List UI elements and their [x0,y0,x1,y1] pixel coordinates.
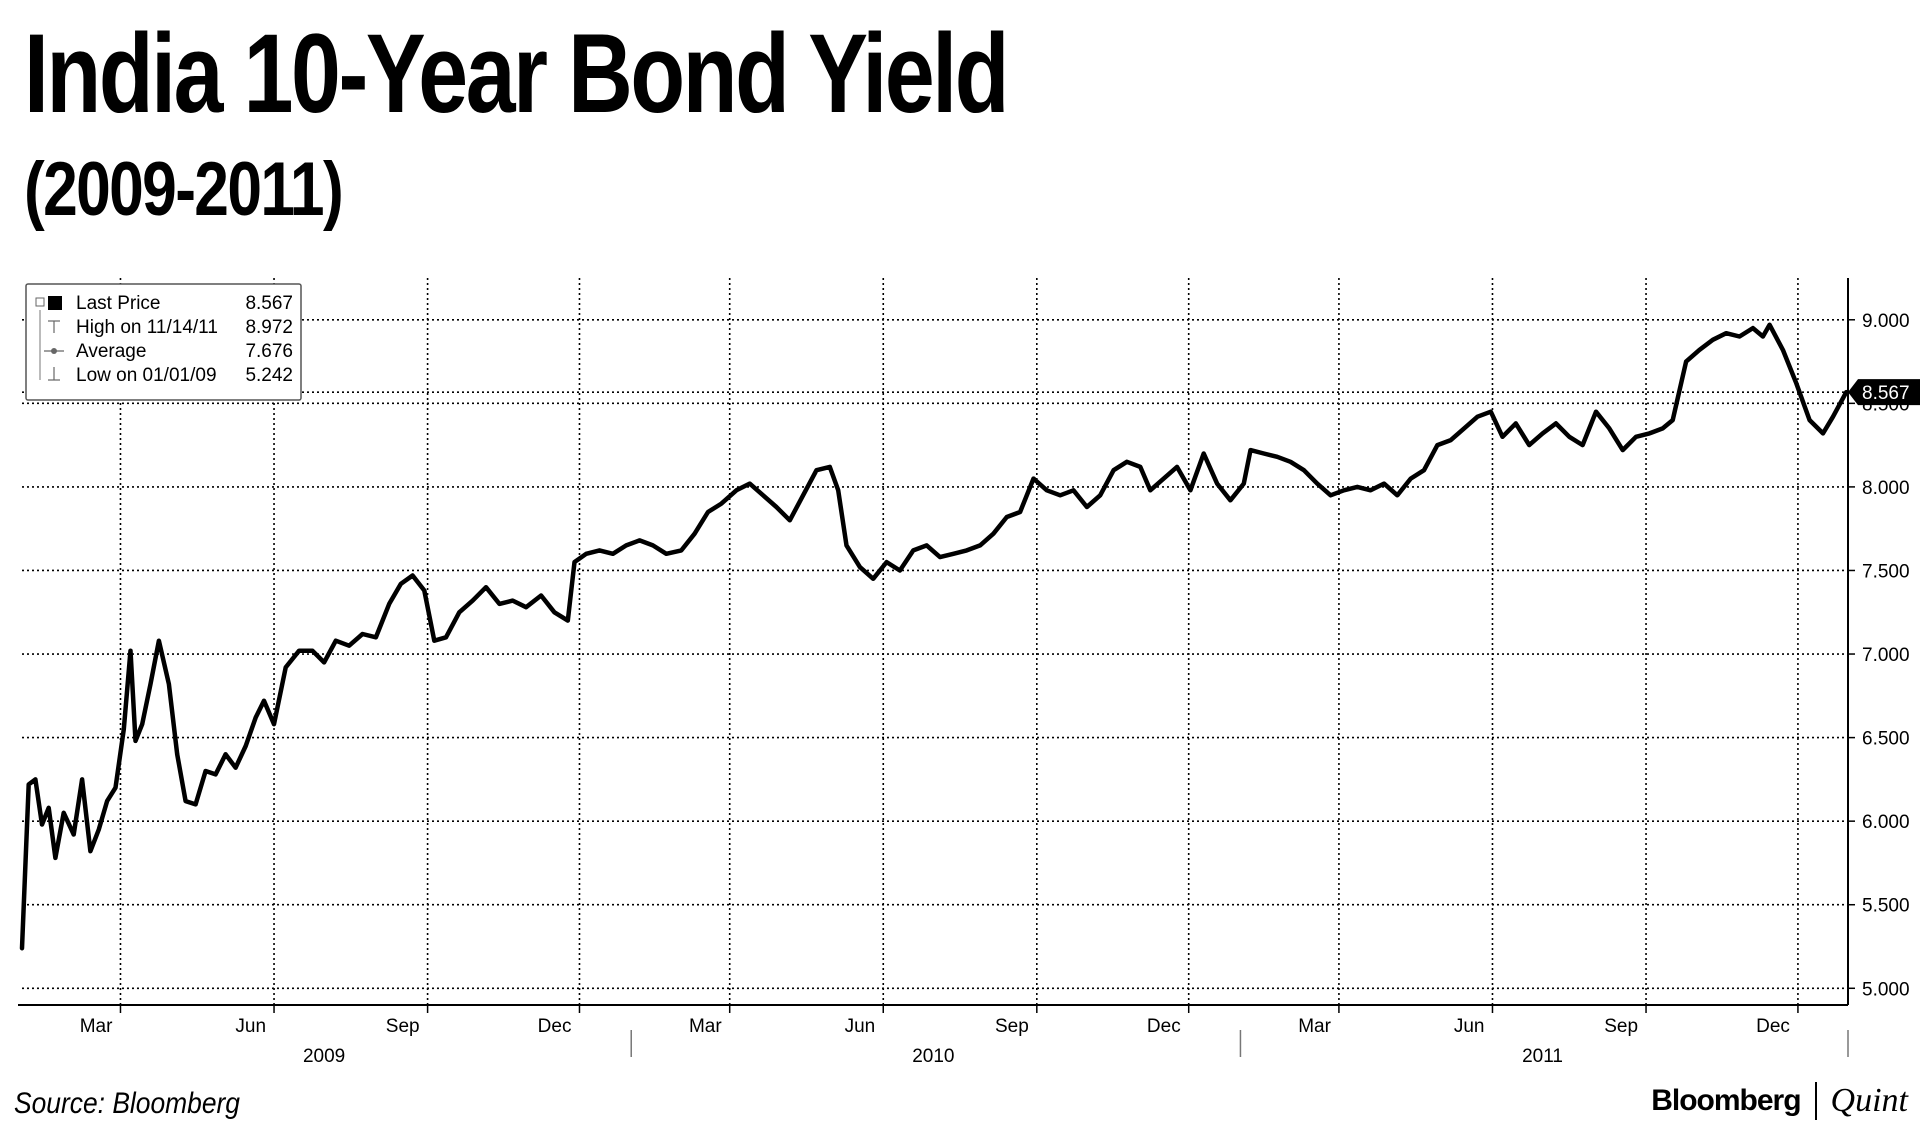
last-price-tag-group: 8.567 [1848,379,1920,406]
y-tick-label: 9.000 [1862,311,1910,332]
x-tick-label: Sep [995,1016,1029,1037]
legend-entry-value: 8.567 [245,293,293,314]
y-tick-label: 6.000 [1862,812,1910,833]
series-layer [19,322,1849,951]
x-tick-label: Jun [845,1016,876,1037]
x-tick-label: Jun [1454,1016,1485,1037]
legend-box [25,283,302,401]
legend-entry-value: 8.972 [245,317,293,338]
x-tick-label: Mar [80,1016,113,1037]
x-tick-label: Dec [1147,1016,1181,1037]
x-tick-label: Sep [1604,1016,1638,1037]
legend-entry-value: 5.242 [245,365,293,386]
y-tick-label: 5.500 [1862,896,1910,917]
brand-quint: Quint [1830,1082,1908,1119]
last-price-tag-label: 8.567 [1862,383,1910,404]
axes [18,278,1849,1006]
x-tick-label: Sep [386,1016,420,1037]
brand-logo: Bloomberg Quint [1651,1082,1908,1120]
y-axis-ticks: 5.0005.5006.0006.5007.0007.5008.0008.500… [1848,311,1910,1000]
year-label: 2010 [912,1046,954,1067]
chart-title: India 10-Year Bond Yield [24,11,1009,136]
average-marker-dot [51,348,57,354]
x-tick-label: Dec [538,1016,572,1037]
legend: Last Price 8.567 High on 11/14/11 8.972 Aver… [25,283,302,401]
source-note: Source: Bloomberg [14,1087,240,1120]
legend-entry-label: Average [76,341,146,362]
brand-bloomberg: Bloomberg [1651,1084,1801,1117]
x-tick-label: Mar [689,1016,722,1037]
legend-entry-label: Last Price [76,293,160,314]
yield-line [19,322,1849,951]
brand-divider [1814,1082,1817,1120]
year-label: 2009 [303,1046,345,1067]
y-tick-label: 6.500 [1862,729,1910,750]
legend-expand-icon [35,297,45,307]
x-axis-ticks: Mar Jun Sep Dec Mar Jun Sep Dec Mar Jun Sep Dec 2009… [80,1005,1849,1067]
legend-entry-label: High on 11/14/11 [76,317,218,338]
y-tick-label: 5.000 [1862,979,1910,1000]
x-tick-label: Dec [1756,1016,1790,1037]
y-tick-label: 7.000 [1862,645,1910,666]
chart-subtitle: (2009-2011) [24,147,344,232]
legend-entry-label: Low on 01/01/09 [76,365,217,386]
y-tick-label: 7.500 [1862,561,1910,582]
legend-entry-value: 7.676 [245,341,293,362]
x-tick-label: Jun [235,1016,266,1037]
y-tick-label: 8.000 [1862,478,1910,499]
x-tick-label: Mar [1298,1016,1331,1037]
legend-series-swatch [48,296,62,310]
grid [22,278,1848,1005]
year-label: 2011 [1522,1046,1563,1067]
last-price-tag [1848,379,1920,406]
